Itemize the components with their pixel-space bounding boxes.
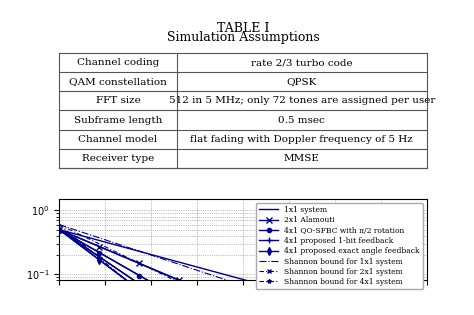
Text: Simulation Assumptions: Simulation Assumptions (166, 31, 319, 44)
Text: rate 2/3 turbo code: rate 2/3 turbo code (251, 58, 353, 67)
Legend: 1x1 system, 2x1 Alamouti, 4x1 QO-SFBC with π/2 rotation, 4x1 proposed 1-bit feed: 1x1 system, 2x1 Alamouti, 4x1 QO-SFBC wi… (256, 203, 423, 289)
Text: FFT size: FFT size (96, 96, 140, 106)
Text: TABLE I: TABLE I (217, 22, 269, 35)
Text: 512 in 5 MHz; only 72 tones are assigned per user: 512 in 5 MHz; only 72 tones are assigned… (169, 96, 435, 106)
Text: Subframe length: Subframe length (74, 116, 162, 124)
Text: MMSE: MMSE (284, 154, 319, 163)
Text: flat fading with Doppler frequency of 5 Hz: flat fading with Doppler frequency of 5 … (191, 135, 413, 144)
Text: Receiver type: Receiver type (82, 154, 154, 163)
Text: QAM constellation: QAM constellation (69, 77, 167, 86)
Text: Channel coding: Channel coding (77, 58, 159, 67)
Text: Channel model: Channel model (78, 135, 158, 144)
Text: 0.5 msec: 0.5 msec (278, 116, 325, 124)
Text: QPSK: QPSK (286, 77, 317, 86)
